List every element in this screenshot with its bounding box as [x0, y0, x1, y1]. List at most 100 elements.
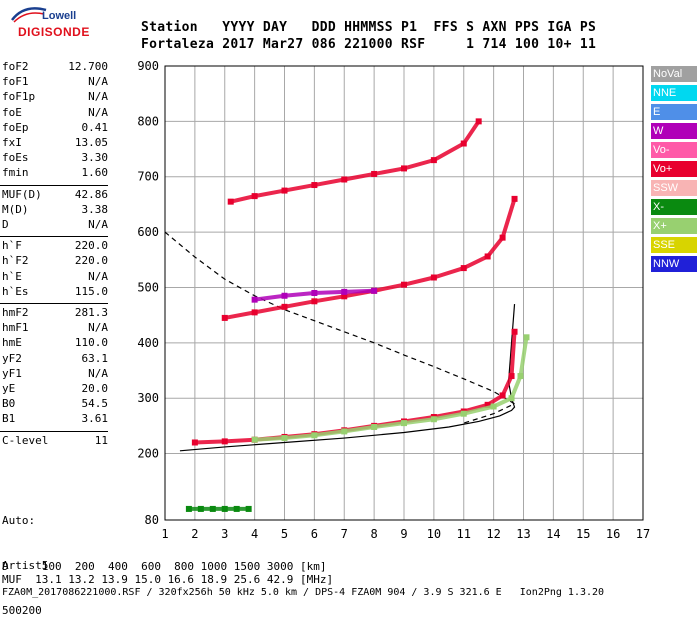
legend-item-vo-: Vo- [651, 142, 697, 158]
param-key: h`Es [2, 284, 29, 298]
x-tick-label: 11 [457, 527, 471, 541]
file-info-row: FZA0M_2017086221000.RSF / 320fx256h 50 k… [2, 587, 605, 598]
param-value: N/A [88, 218, 108, 231]
param-value: N/A [88, 269, 108, 283]
param-value: 20.0 [81, 382, 109, 395]
param-value: 220.0 [74, 239, 108, 253]
logo-swoosh-icon [11, 7, 47, 23]
param-value: 3.38 [81, 202, 109, 216]
param-row-hme: hmE 110.0 [2, 336, 108, 351]
param-value: 13.05 [74, 136, 108, 149]
param-key: h`F [2, 239, 22, 253]
param-value: N/A [88, 105, 108, 119]
param-row-hmf1: hmF1 N/A [2, 321, 108, 336]
y-tick-label: 80 [145, 513, 159, 527]
param-row-d: D N/A [2, 218, 108, 233]
param-key: h`F2 [2, 254, 29, 268]
y-tick-label: 300 [137, 391, 159, 405]
plot-frame [164, 65, 644, 521]
code-label: 500200 [2, 604, 42, 617]
param-row-yf2: yF2 63.1 [2, 352, 108, 367]
param-value: 11 [94, 433, 108, 447]
param-key: foE [2, 105, 22, 119]
param-row-h-e: h`E N/A [2, 270, 108, 285]
param-value: N/A [88, 321, 108, 335]
param-value: N/A [88, 75, 108, 89]
param-row-fof1: foF1 N/A [2, 75, 108, 90]
param-separator [0, 236, 108, 238]
param-value: 54.5 [81, 397, 109, 411]
legend-item-sse: SSE [651, 237, 697, 253]
x-tick-label: 3 [221, 527, 228, 541]
param-key: foF2 [2, 60, 29, 73]
y-tick-label: 600 [137, 225, 159, 239]
param-value: 1.60 [81, 166, 109, 180]
x-tick-label: 9 [400, 527, 407, 541]
legend-item-noval: NoVal [651, 66, 697, 82]
x-tick-label: 14 [546, 527, 560, 541]
param-row-muf-d-: MUF(D) 42.86 [2, 188, 108, 203]
param-separator [0, 303, 108, 304]
param-row-b0: B0 54.5 [2, 397, 108, 412]
param-value: 42.86 [74, 187, 108, 201]
x-tick-label: 2 [191, 527, 198, 541]
x-tick-label: 1 [161, 527, 168, 541]
param-row-fof2: foF2 12.700 [2, 60, 108, 75]
param-value: 3.30 [81, 151, 109, 165]
trace-line [222, 196, 517, 320]
param-key: D [2, 218, 9, 231]
param-key: foF1p [2, 90, 36, 104]
legend-item-vo-: Vo+ [651, 161, 697, 177]
param-row-b1: B1 3.61 [2, 412, 108, 427]
x-tick-label: 8 [371, 527, 378, 541]
legend-item-ssw: SSW [651, 180, 697, 196]
legend-item-nnw: NNW [651, 256, 697, 272]
muf-row: MUF 13.1 13.2 13.9 15.0 16.6 18.9 25.6 4… [2, 573, 334, 586]
param-key: MUF(D) [2, 187, 42, 201]
y-tick-label: 200 [137, 447, 159, 461]
param-key: yF2 [2, 351, 22, 365]
x-tick-label: 7 [341, 527, 348, 541]
header-values: Fortaleza 2017 Mar27 086 221000 RSF 1 71… [141, 37, 597, 52]
trace-line [252, 335, 529, 442]
y-tick-label: 500 [137, 280, 159, 294]
x-tick-label: 16 [606, 527, 620, 541]
legend-item-nne: NNE [651, 85, 697, 101]
header-labels: Station YYYY DAY DDD HHMMSS P1 FFS S AXN… [141, 20, 597, 35]
param-row-h-f: h`F 220.0 [2, 239, 108, 254]
param-row-c-level: C-level 11 [2, 434, 108, 449]
x-tick-label: 13 [516, 527, 530, 541]
digisonde-logo: Lowell DIGISONDE [6, 4, 89, 44]
param-value: 281.3 [74, 306, 108, 319]
param-key: hmF2 [2, 306, 29, 319]
legend-item-e: E [651, 104, 697, 120]
param-row-fof1p: foF1p N/A [2, 90, 108, 105]
x-tick-label: 5 [281, 527, 288, 541]
param-key: B0 [2, 397, 16, 411]
trace-line [252, 288, 377, 302]
trace-line [228, 119, 481, 204]
param-value: 0.41 [81, 120, 109, 134]
param-key: hmF1 [2, 321, 29, 335]
x-tick-label: 17 [636, 527, 650, 541]
auto-label: Auto: [2, 514, 36, 527]
param-value: N/A [88, 90, 108, 104]
y-tick-label: 800 [137, 114, 159, 128]
param-key: fxI [2, 136, 22, 149]
x-tick-label: 6 [311, 527, 318, 541]
x-tick-label: 4 [251, 527, 258, 541]
param-row-hmf2: hmF2 281.3 [2, 306, 108, 321]
param-separator [0, 430, 108, 432]
param-row-foes: foEs 3.30 [2, 151, 108, 166]
param-key: foEp [2, 120, 29, 134]
param-row-yf1: yF1 N/A [2, 367, 108, 382]
legend-item-w: W [651, 123, 697, 139]
param-key: C-level [2, 433, 49, 447]
param-separator [0, 184, 108, 186]
param-value: 115.0 [74, 284, 108, 298]
param-row-h-es: h`Es 115.0 [2, 285, 108, 300]
param-value: 12.700 [68, 60, 108, 73]
param-row-foe: foE N/A [2, 106, 108, 121]
legend-item-x-: X+ [651, 218, 697, 234]
param-row-ye: yE 20.0 [2, 382, 108, 397]
